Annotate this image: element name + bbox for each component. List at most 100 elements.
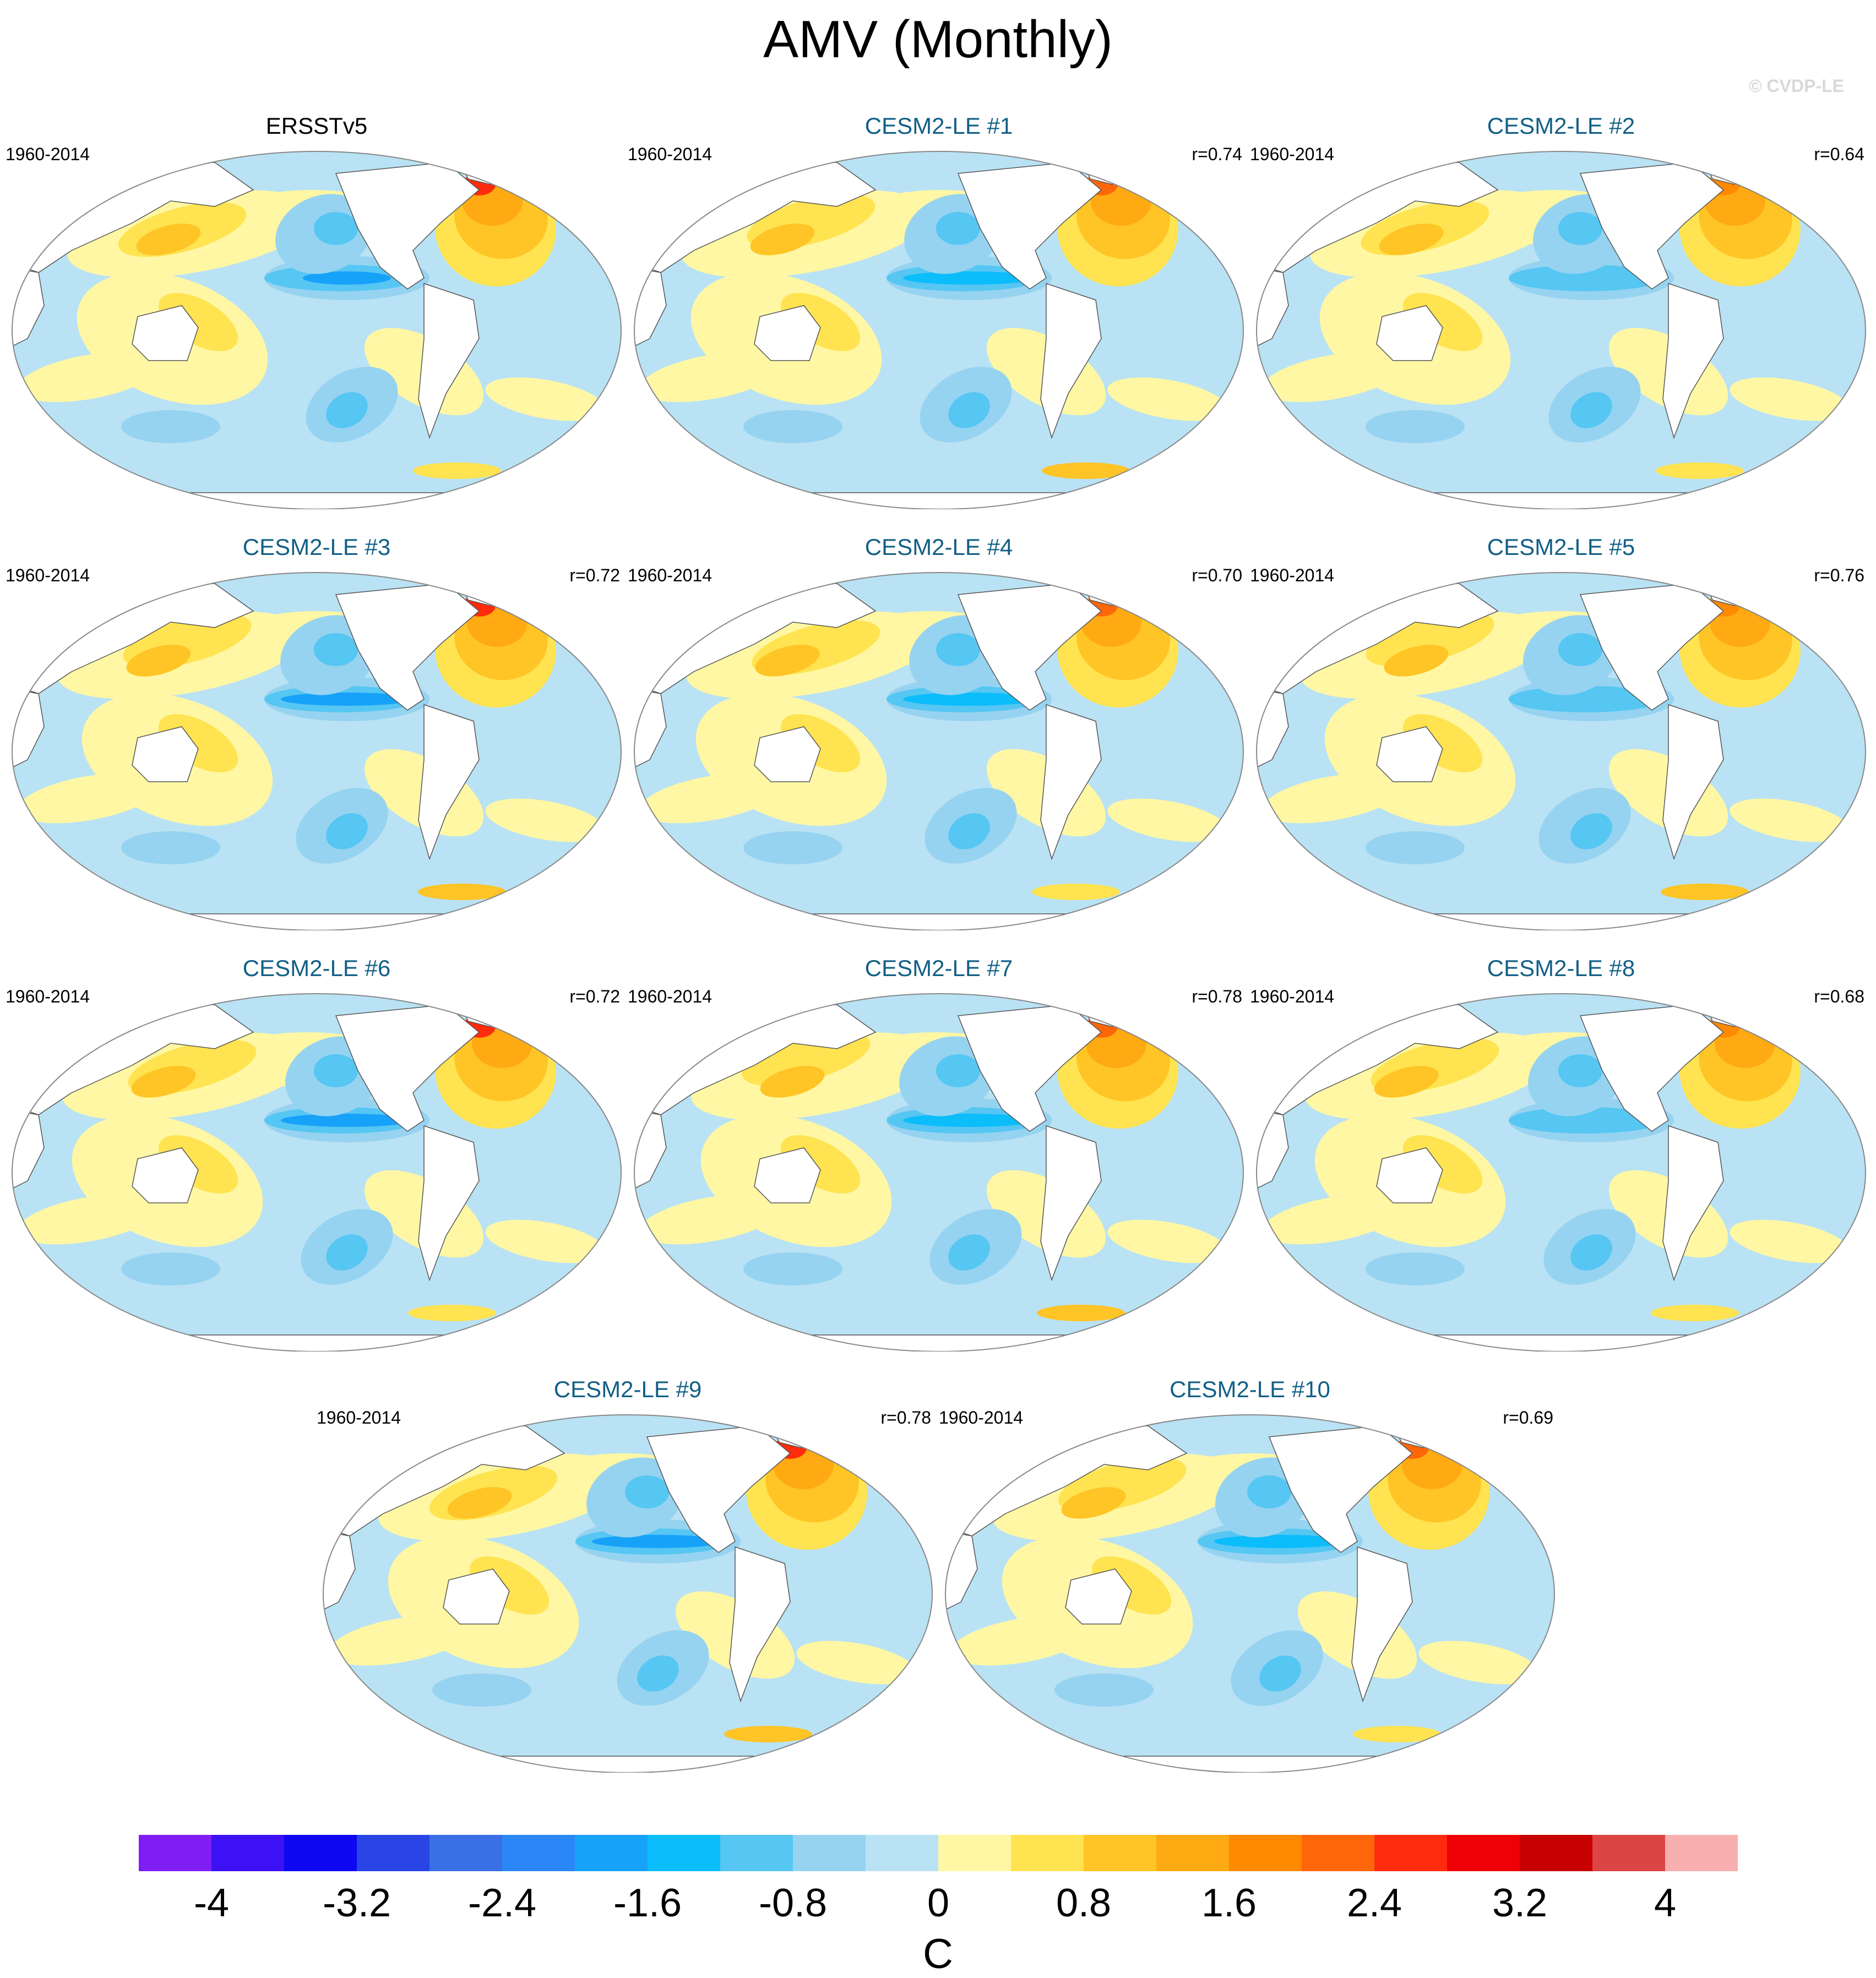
sst-anomaly-blob [326, 813, 368, 849]
panel-period: 1960-2014 [1250, 144, 1335, 164]
sst-anomaly-blob [1247, 1475, 1291, 1508]
sst-map [12, 151, 622, 509]
sst-map [12, 993, 622, 1352]
south-america-land [418, 282, 480, 439]
sst-anomaly-blob [1214, 1535, 1346, 1548]
panel-period: 1960-2014 [1250, 565, 1335, 585]
sst-anomaly-blob [485, 1219, 605, 1263]
sst-anomaly-blob [1730, 1219, 1850, 1263]
colorbar-swatch [1447, 1835, 1520, 1871]
sst-anomaly-blob [121, 831, 220, 864]
australia-land [132, 1147, 199, 1203]
antarctica-land [737, 913, 1124, 930]
australia-land [1376, 726, 1443, 782]
colorbar-swatch [284, 1835, 357, 1871]
sst-anomaly-blob [1570, 392, 1612, 428]
sst-anomaly-blob [1525, 1114, 1657, 1127]
south-america-land [418, 1125, 480, 1282]
panel-title: CESM2-LE #8 [1487, 955, 1635, 981]
sst-anomaly-blob [1261, 1194, 1404, 1245]
panel-period: 1960-2014 [317, 1408, 401, 1427]
sst-anomaly-blob [303, 271, 391, 285]
sst-anomaly-blob [637, 1655, 679, 1692]
panel-period: 1960-2014 [6, 987, 90, 1006]
australia-land [132, 726, 199, 782]
sst-anomaly-blob [1379, 224, 1444, 255]
colorbar-swatch [1592, 1835, 1666, 1871]
antarctica-land [1360, 492, 1746, 509]
sst-map [1256, 993, 1866, 1352]
colorbar-swatch [1229, 1835, 1302, 1871]
sst-anomaly-blob [625, 1475, 669, 1508]
colorbar-units: C [923, 1931, 953, 1977]
sst-anomaly-blob [281, 1114, 413, 1127]
sst-map [634, 151, 1244, 509]
panel-period: 1960-2014 [628, 144, 713, 164]
colorbar-swatch [502, 1835, 575, 1871]
sst-anomaly-blob [121, 410, 220, 443]
colorbar-swatch [1084, 1835, 1157, 1871]
panel-title: CESM2-LE #7 [864, 955, 1013, 981]
panel-title: CESM2-LE #4 [864, 534, 1013, 560]
sst-map [12, 572, 622, 930]
australia-land [132, 305, 199, 361]
south-america-land [1040, 282, 1102, 439]
antarctica-land [1360, 913, 1746, 930]
map-outline [12, 993, 622, 1352]
sst-anomaly-blob [936, 633, 980, 666]
south-america-land [1662, 1125, 1724, 1282]
south-america-land [1040, 704, 1102, 860]
colorbar-tick-label: 0 [927, 1881, 950, 1925]
map-outline [634, 151, 1244, 509]
panel-correlation: r=0.74 [1192, 144, 1242, 164]
map-outline [945, 1414, 1555, 1773]
antarctica-land [1360, 1334, 1746, 1352]
colorbar-tick-label: 2.4 [1346, 1881, 1402, 1925]
colorbar-labels: -4 -3.2 -2.4 -1.6 -0.8 0 0.8 1.6 2.4 3.2 4 [0, 1878, 1876, 1939]
map-panel: CESM2-LE #7 1960-2014 r=0.78 [628, 955, 1250, 1352]
sst-anomaly-blob [1032, 884, 1120, 900]
sst-anomaly-blob [1525, 693, 1657, 706]
sst-anomaly-blob [1558, 1054, 1602, 1087]
antarctica-land [1048, 1756, 1435, 1773]
south-america-land [729, 1546, 791, 1703]
sst-anomaly-blob [936, 1054, 980, 1087]
colorbar-swatch [1302, 1835, 1375, 1871]
sst-anomaly-blob [126, 645, 191, 677]
sst-anomaly-blob [1366, 831, 1465, 864]
figure-title: AMV (Monthly) [763, 10, 1113, 69]
panel-title: CESM2-LE #9 [553, 1376, 702, 1402]
colorbar [139, 1835, 1738, 1871]
panel-title: CESM2-LE #10 [1170, 1376, 1330, 1402]
panel-title: CESM2-LE #1 [864, 113, 1013, 139]
panel-correlation: r=0.76 [1814, 565, 1864, 585]
colorbar-swatch [938, 1835, 1012, 1871]
map-outline [634, 572, 1244, 930]
sst-anomaly-blob [903, 1114, 1035, 1127]
colorbar-swatch [720, 1835, 793, 1871]
sst-anomaly-blob [1261, 352, 1404, 402]
watermark: © CVDP-LE [1749, 76, 1844, 96]
sst-anomaly-blob [1570, 813, 1612, 849]
sst-anomaly-blob [314, 633, 358, 666]
sst-anomaly-blob [1261, 773, 1404, 824]
map-outline [1256, 151, 1866, 509]
sst-anomaly-blob [121, 1252, 220, 1285]
colorbar-swatch [575, 1835, 648, 1871]
map-outline [323, 1414, 933, 1773]
sst-anomaly-blob [432, 1674, 531, 1707]
sst-anomaly-blob [743, 831, 842, 864]
sst-anomaly-blob [903, 271, 1035, 285]
sst-anomaly-blob [948, 1234, 990, 1271]
sst-anomaly-blob [592, 1535, 724, 1548]
map-panel: CESM2-LE #5 1960-2014 r=0.76 [1250, 534, 1872, 930]
sst-anomaly-blob [1730, 377, 1850, 421]
map-panel: CESM2-LE #4 1960-2014 r=0.70 [628, 534, 1250, 930]
sst-anomaly-blob [1259, 1655, 1301, 1692]
australia-land [443, 1568, 510, 1625]
map-panel: CESM2-LE #8 1960-2014 r=0.68 [1250, 955, 1872, 1352]
sst-anomaly-blob [1730, 798, 1850, 842]
sst-anomaly-blob [760, 1066, 825, 1098]
map-panel: CESM2-LE #1 1960-2014 r=0.74 [628, 113, 1250, 509]
panel-period: 1960-2014 [628, 565, 713, 585]
